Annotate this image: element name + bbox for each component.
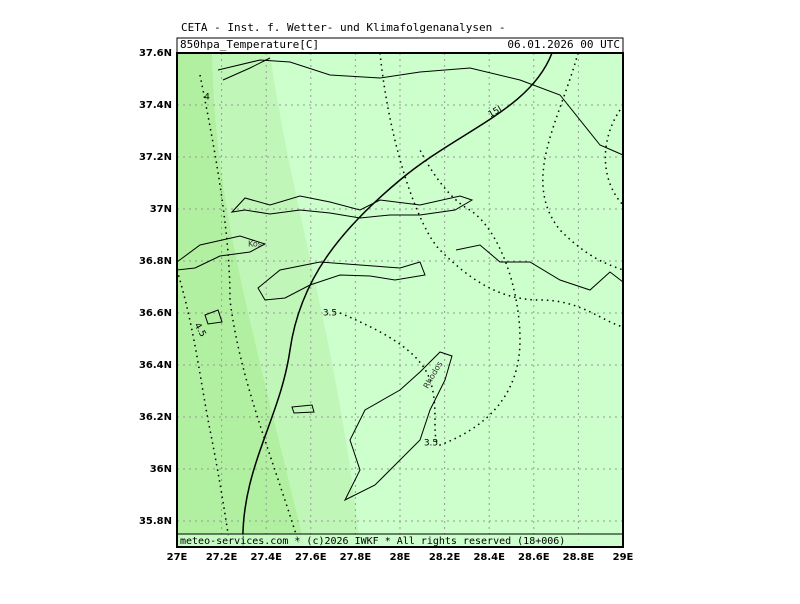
x-tick-label: 29E [613,552,634,563]
kos [176,235,267,271]
x-tick-label: 27.2E [206,552,238,563]
title: 850hpa_Temperature[C] [180,38,319,51]
y-tick-label: 36.4N [139,360,172,371]
y-tick-label: 37.6N [139,48,172,59]
contour [379,52,624,328]
x-tick-label: 27.6E [295,552,327,563]
footer: meteo-services.com * (c)2026 IWKF * All … [180,536,565,547]
contour [339,149,521,446]
place-label: Kos [248,240,262,249]
y-tick-label: 37.2N [139,152,172,163]
footer-bg [177,534,623,547]
island [257,261,426,301]
x-tick-label: 28E [390,552,411,563]
contour-label: 3.5 [323,309,337,319]
plot: meteo-services.com * (c)2026 IWKF * All … [176,52,624,548]
islet [204,309,223,325]
x-tick-label: 27.4E [250,552,282,563]
date: 06.01.2026 00 UTC [507,38,620,51]
rhodes [343,351,453,502]
y-tick-label: 36N [150,464,172,475]
y-tick-label: 37N [150,204,172,215]
coastline [455,244,624,291]
island [230,195,474,219]
x-tick-label: 28.6E [518,552,550,563]
plot-frame [176,52,624,548]
contour-label: 4 [204,93,210,103]
x-tick-label: 27.8E [340,552,372,563]
coastline [217,59,624,156]
y-tick-label: 35.8N [139,516,172,527]
y-tick-label: 36.8N [139,256,172,267]
x-tick-label: 28.2E [429,552,461,563]
river [222,57,271,81]
x-tick-label: 28.4E [473,552,505,563]
contour-label: 3.5 [424,439,438,449]
y-tick-label: 36.2N [139,412,172,423]
y-tick-label: 37.4N [139,100,172,111]
contour [604,109,624,206]
x-tick-label: 27E [167,552,188,563]
contour-solid [242,52,553,548]
islet [291,404,315,414]
field-high [177,53,305,547]
header: CETA - Inst. f. Wetter- und Klimafolgena… [181,21,506,34]
contour [542,52,624,271]
y-tick-label: 36.6N [139,308,172,319]
x-tick-label: 28.8E [563,552,595,563]
contour [176,269,231,548]
